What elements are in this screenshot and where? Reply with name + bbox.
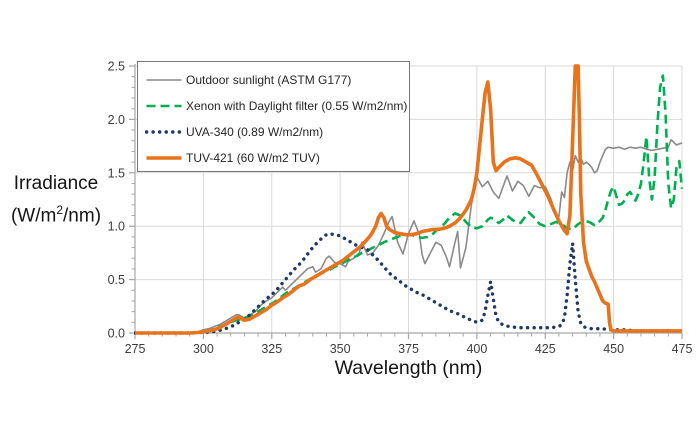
y-axis-title-line1: Irradiance bbox=[13, 173, 99, 194]
y-tick-label: 0.0 bbox=[108, 327, 125, 341]
y-axis-title-line2: (W/m2/nm) bbox=[10, 203, 102, 227]
y-tick-label: 2.0 bbox=[108, 113, 125, 127]
y-tick-label: 1.0 bbox=[108, 220, 125, 234]
legend-line-sample-outdoor-sunlight bbox=[146, 79, 182, 81]
legend-item-outdoor-sunlight: Outdoor sunlight (ASTM G177) bbox=[145, 67, 409, 93]
x-tick-label: 275 bbox=[125, 342, 146, 356]
x-tick-label: 425 bbox=[535, 342, 556, 356]
x-tick-label: 300 bbox=[193, 342, 214, 356]
legend-label: UVA-340 (0.89 W/m2/nm) bbox=[186, 125, 324, 139]
legend-label: TUV-421 (60 W/m2 TUV) bbox=[186, 151, 320, 165]
legend-item-tuv-421: TUV-421 (60 W/m2 TUV) bbox=[145, 145, 409, 171]
y-tick-label: 0.5 bbox=[108, 273, 125, 287]
series-line-outdoor-sunlight bbox=[135, 138, 683, 334]
legend-line-sample-xenon-daylight bbox=[146, 104, 182, 108]
y-tick-label: 2.5 bbox=[108, 60, 125, 74]
legend-box: Outdoor sunlight (ASTM G177) Xenon with D… bbox=[137, 61, 410, 172]
legend-line-sample-uva-340 bbox=[145, 130, 183, 134]
x-tick-label: 450 bbox=[603, 342, 624, 356]
x-tick-label: 475 bbox=[672, 342, 693, 356]
legend-line-sample-tuv-421 bbox=[146, 156, 182, 160]
legend-item-uva-340: UVA-340 (0.89 W/m2/nm) bbox=[145, 119, 409, 145]
x-tick-label: 375 bbox=[398, 342, 419, 356]
x-tick-label: 350 bbox=[330, 342, 351, 356]
series-line-tuv-421 bbox=[135, 64, 682, 335]
x-tick-label: 400 bbox=[466, 342, 487, 356]
legend-item-xenon-daylight: Xenon with Daylight filter (0.55 W/m2/nm… bbox=[145, 93, 409, 119]
legend-label: Outdoor sunlight (ASTM G177) bbox=[186, 73, 352, 87]
legend-label: Xenon with Daylight filter (0.55 W/m2/nm… bbox=[186, 99, 408, 113]
x-axis-title: Wavelength (nm) bbox=[334, 357, 483, 379]
y-axis-title: Irradiance (W/m2/nm) bbox=[0, 170, 112, 229]
y-tick-label: 1.5 bbox=[108, 166, 125, 180]
x-tick-label: 325 bbox=[261, 342, 282, 356]
